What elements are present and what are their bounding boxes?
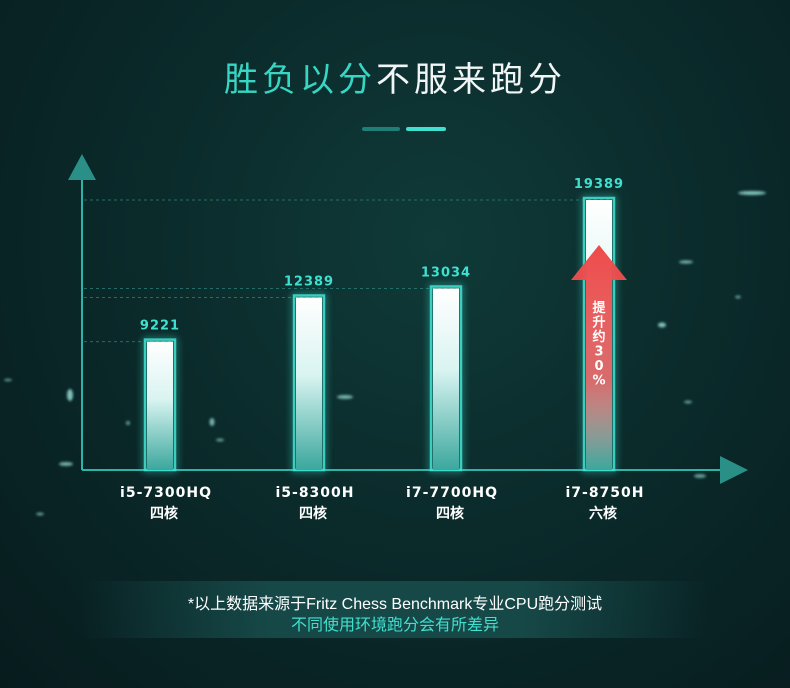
improvement-text: 3: [594, 345, 603, 360]
bar: [296, 297, 322, 470]
value-label: 9221: [140, 319, 180, 334]
title-divider-light: [406, 127, 446, 131]
improvement-text: 0: [594, 359, 603, 374]
improvement-arrow: [571, 245, 627, 470]
value-label: 19389: [574, 177, 624, 192]
category-label-cores: 四核: [299, 505, 327, 522]
footer-source-note: *以上数据来源于Fritz Chess Benchmark专业CPU跑分测试: [187, 596, 603, 613]
category-label-cores: 四核: [150, 505, 178, 522]
category-label-model: i5-8300H: [275, 485, 354, 501]
y-axis-arrow: [68, 154, 96, 180]
category-label-model: i7-8750H: [565, 485, 644, 501]
title-rest: 不服来跑分: [376, 60, 566, 100]
improvement-text: 提: [592, 300, 606, 316]
bar: [433, 288, 459, 470]
value-labels: 9221 12389 13034 19389: [140, 177, 624, 334]
improvement-text: 约: [592, 329, 605, 345]
title-accent: 胜负以分: [224, 60, 376, 100]
category-label-cores: 四核: [436, 505, 464, 522]
footer-disclaimer: 不同使用环境跑分会有所差异: [290, 617, 499, 634]
footer-band: [80, 581, 710, 638]
x-axis-arrow: [720, 456, 748, 484]
title-divider: [0, 126, 790, 132]
improvement-text: %: [592, 374, 605, 389]
category-labels: i5-7300HQ 四核 i5-8300H 四核 i7-7700HQ 四核 i7-8750H…: [120, 485, 644, 522]
improvement-text: 升: [592, 315, 605, 331]
bars: [143, 196, 616, 472]
page-title: 胜负以分不服来跑分: [0, 52, 790, 101]
category-label-cores: 六核: [589, 505, 617, 522]
value-label: 12389: [284, 274, 334, 289]
decorative-particles: [4, 191, 766, 516]
title-divider-dark: [362, 127, 400, 131]
axes: [68, 154, 748, 484]
category-label-model: i7-7700HQ: [406, 485, 498, 501]
value-label: 13034: [421, 265, 471, 280]
bar: [147, 341, 173, 470]
category-label-model: i5-7300HQ: [120, 485, 212, 501]
